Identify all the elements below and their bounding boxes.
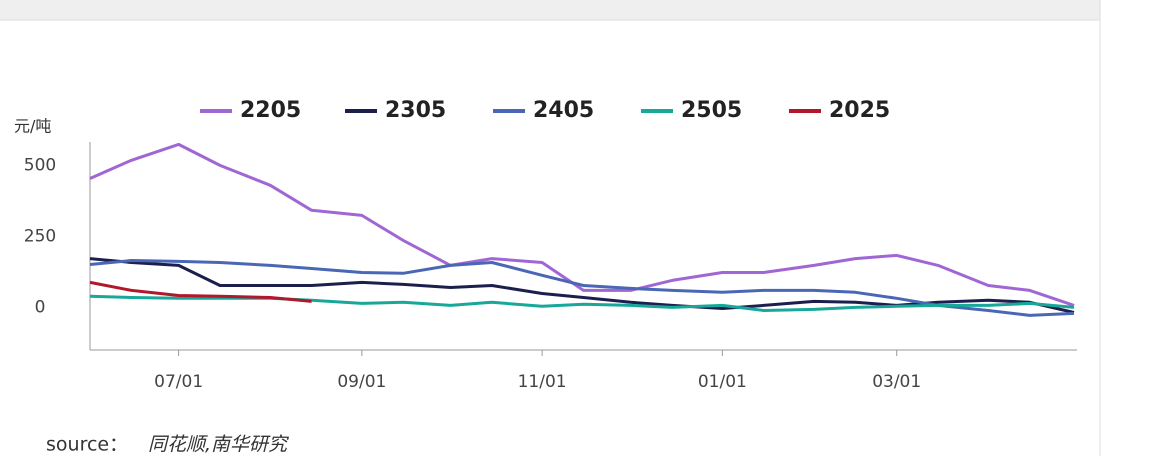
series-line	[89, 257, 1075, 314]
source-label: source：	[46, 434, 128, 456]
y-tick-label: 250	[24, 226, 56, 246]
series-line	[89, 280, 312, 303]
y-axis-label: 元/吨	[14, 117, 51, 136]
source: 同花顺,南华研究	[148, 434, 290, 456]
legend-label: 2405	[533, 98, 594, 123]
legend-label: 2025	[829, 98, 890, 123]
series-line	[89, 142, 1075, 307]
legend-label: 2505	[681, 98, 742, 123]
y-tick-label: 500	[24, 155, 56, 175]
x-tick-label: 03/01	[872, 372, 921, 392]
x-tick-label: 09/01	[337, 372, 386, 392]
y-tick-label: 0	[35, 297, 46, 317]
x-tick-label: 07/01	[154, 372, 203, 392]
x-tick-label: 11/01	[518, 372, 567, 392]
legend-label: 2205	[240, 98, 301, 123]
x-tick-label: 01/01	[698, 372, 747, 392]
legend-label: 2305	[385, 98, 446, 123]
top-band	[0, 0, 1100, 20]
series-line	[89, 259, 1075, 317]
